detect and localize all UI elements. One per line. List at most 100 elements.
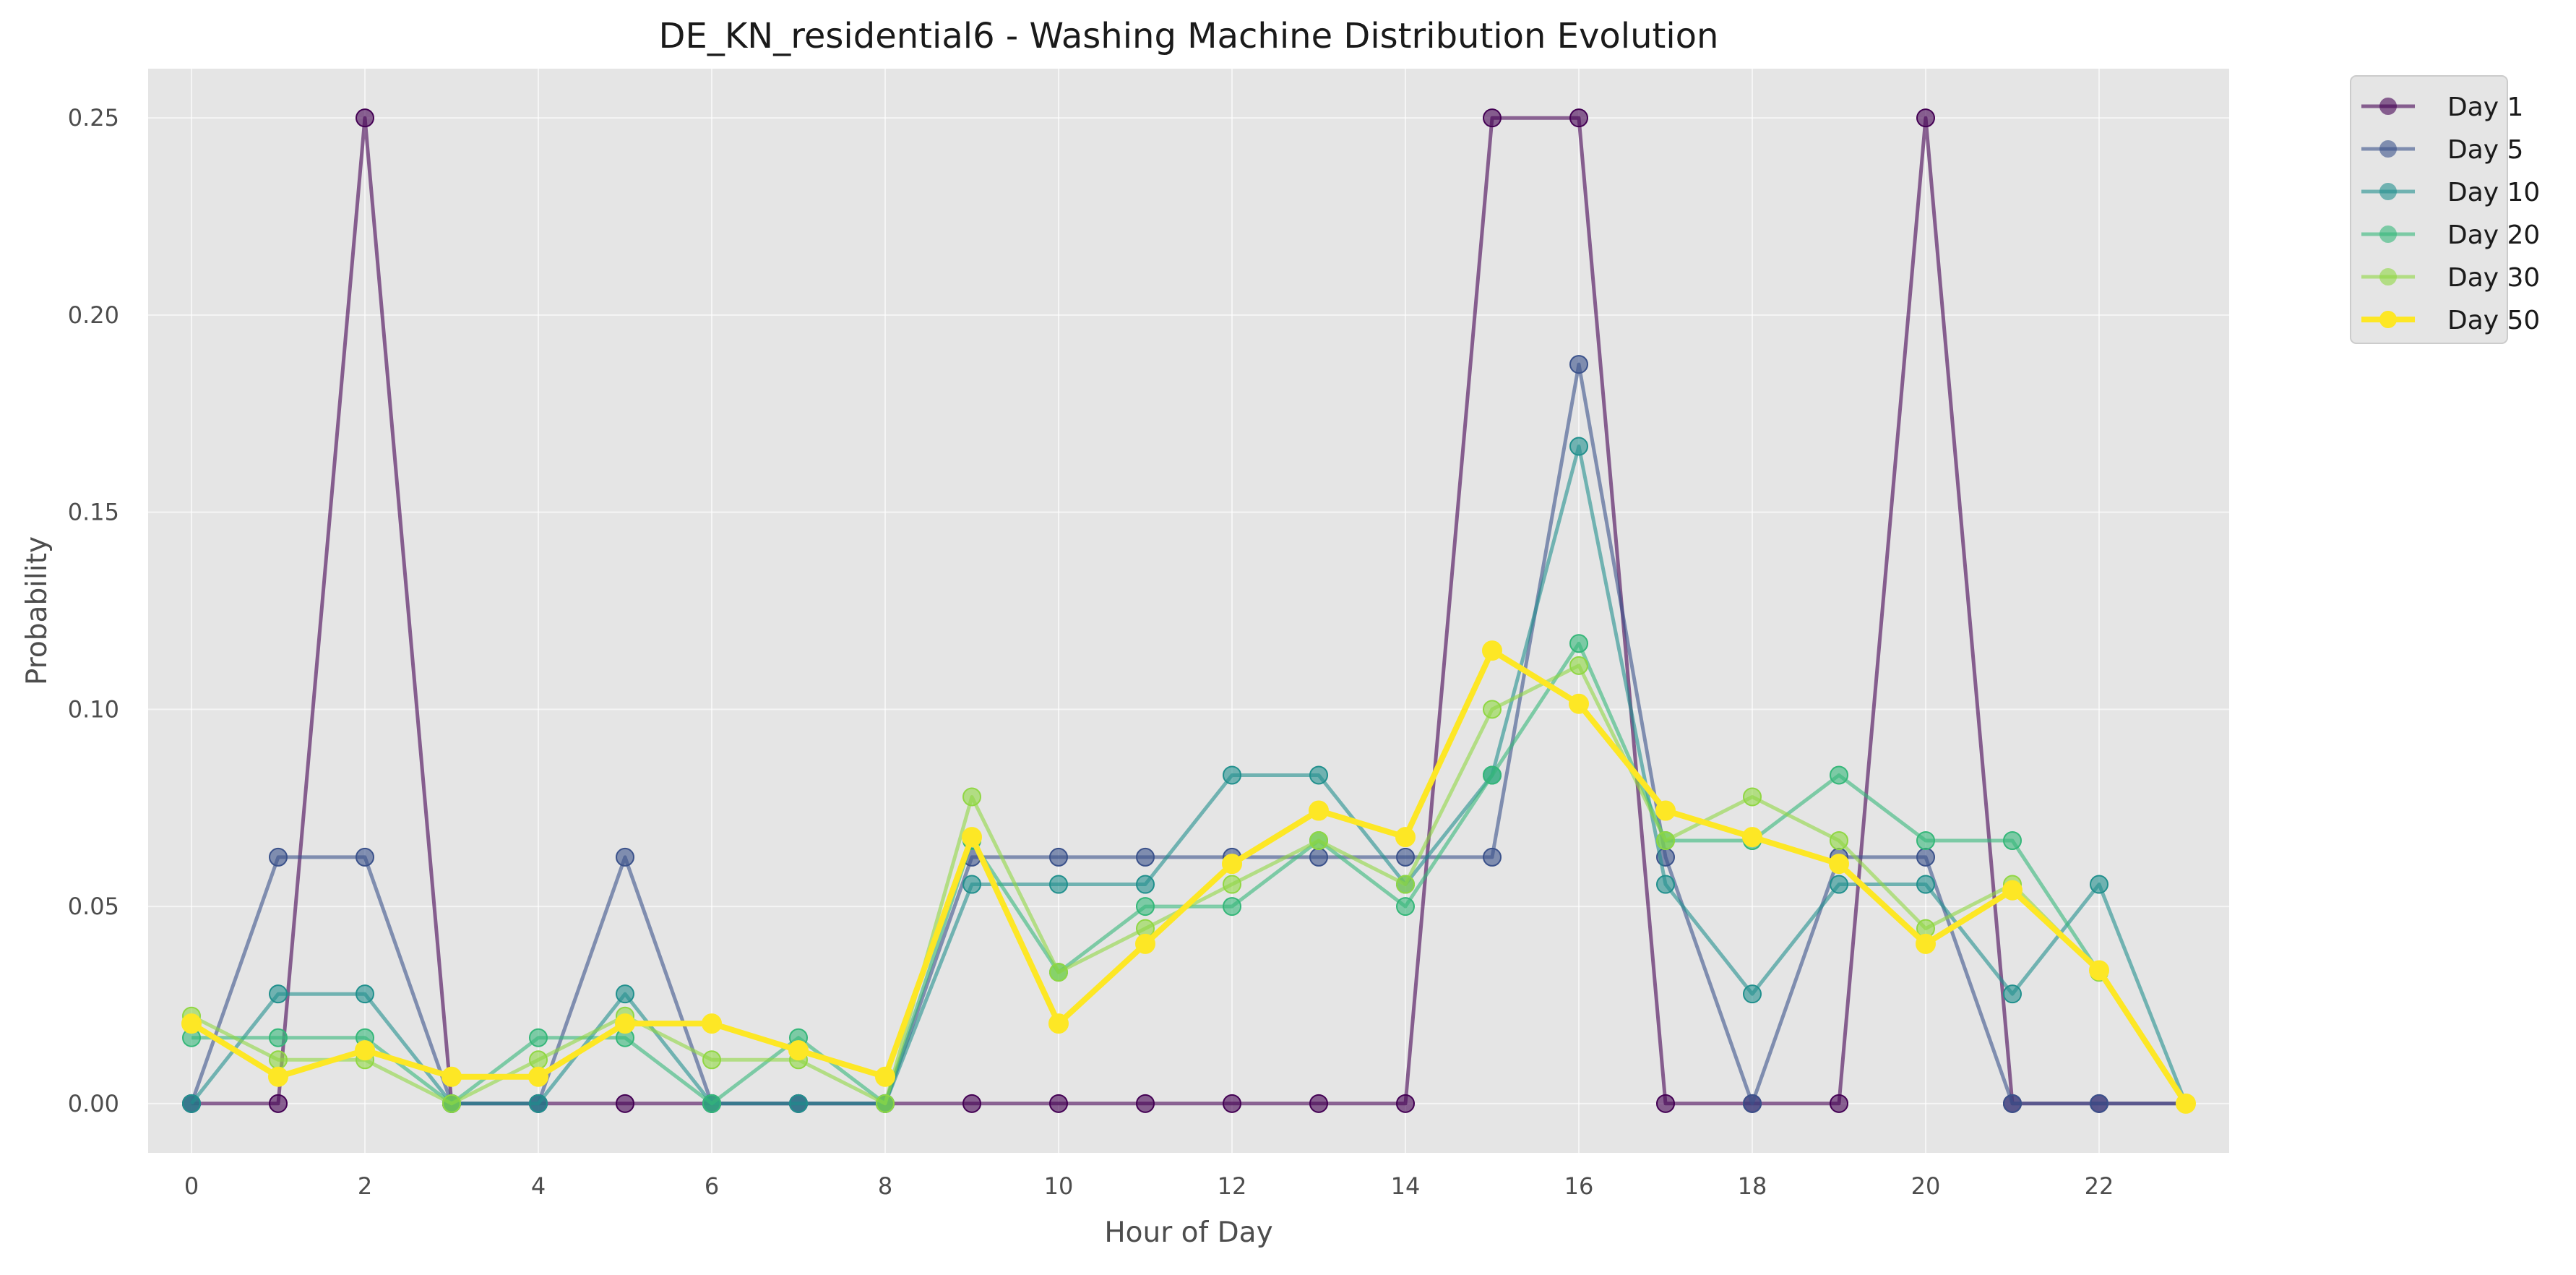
data-point bbox=[2003, 831, 2022, 850]
data-point bbox=[269, 984, 288, 1004]
series-day-50 bbox=[181, 640, 2196, 1114]
data-point bbox=[356, 108, 374, 128]
x-tick-label: 12 bbox=[1218, 1172, 1247, 1200]
data-point bbox=[2090, 1094, 2108, 1113]
legend-marker bbox=[2379, 98, 2397, 115]
x-tick-label: 22 bbox=[2085, 1172, 2114, 1200]
x-tick-label: 6 bbox=[705, 1172, 719, 1200]
y-tick-label: 0.00 bbox=[68, 1090, 119, 1117]
axis-ticks: 0 2 4 6 8 10 12 14 16 18 20 22 0.00 0.05 0.10 0.15 0.20 0… bbox=[68, 104, 2114, 1200]
data-point bbox=[1569, 693, 1589, 714]
data-point bbox=[1396, 847, 1415, 867]
data-point bbox=[616, 847, 634, 867]
data-point bbox=[441, 1066, 462, 1087]
data-point bbox=[1916, 108, 1935, 128]
data-point bbox=[1569, 437, 1588, 456]
data-point bbox=[1223, 1094, 1241, 1113]
legend-marker bbox=[2379, 311, 2397, 328]
x-tick-label: 0 bbox=[184, 1172, 199, 1200]
data-point bbox=[1482, 640, 1502, 661]
x-axis-label: Hour of Day bbox=[1104, 1216, 1272, 1249]
data-point bbox=[269, 1028, 288, 1047]
data-point bbox=[1830, 765, 1848, 785]
data-point bbox=[1309, 831, 1328, 850]
data-point bbox=[789, 1094, 808, 1113]
data-point bbox=[2002, 880, 2023, 901]
x-tick-label: 16 bbox=[1564, 1172, 1594, 1200]
x-tick-label: 14 bbox=[1391, 1172, 1421, 1200]
data-point bbox=[1049, 963, 1068, 982]
legend-marker bbox=[2379, 268, 2397, 286]
data-point bbox=[1830, 1094, 1848, 1113]
data-point bbox=[702, 1050, 721, 1070]
data-point bbox=[1136, 897, 1155, 916]
x-tick-label: 18 bbox=[1738, 1172, 1767, 1200]
data-point bbox=[2003, 984, 2022, 1004]
data-point bbox=[1830, 831, 1848, 850]
data-point bbox=[1569, 634, 1588, 653]
data-point bbox=[962, 787, 981, 807]
x-tick-label: 8 bbox=[878, 1172, 892, 1200]
data-point bbox=[2003, 1094, 2022, 1113]
data-point bbox=[1569, 108, 1588, 128]
legend-marker bbox=[2379, 183, 2397, 200]
legend-marker bbox=[2379, 226, 2397, 243]
legend-label: Day 10 bbox=[2447, 178, 2540, 207]
data-point bbox=[269, 847, 288, 867]
data-point bbox=[1569, 355, 1588, 374]
data-point bbox=[1136, 847, 1155, 867]
x-tick-label: 10 bbox=[1044, 1172, 1074, 1200]
data-point bbox=[1309, 847, 1328, 867]
data-point bbox=[1223, 875, 1241, 894]
data-point bbox=[615, 1013, 635, 1034]
data-point bbox=[1483, 847, 1502, 867]
data-point bbox=[616, 984, 634, 1004]
data-point bbox=[1135, 933, 1155, 954]
data-point bbox=[702, 1013, 722, 1034]
data-point bbox=[1830, 875, 1848, 894]
data-point bbox=[1743, 984, 1762, 1004]
data-point bbox=[875, 1066, 895, 1087]
data-point bbox=[1396, 875, 1415, 894]
data-point bbox=[1136, 875, 1155, 894]
data-point bbox=[1829, 854, 1849, 875]
data-point bbox=[962, 1094, 981, 1113]
data-point bbox=[1049, 1094, 1068, 1113]
y-tick-label: 0.15 bbox=[68, 499, 119, 526]
data-point bbox=[1049, 875, 1068, 894]
data-point bbox=[181, 1013, 202, 1034]
legend-label: Day 1 bbox=[2447, 93, 2523, 122]
data-point bbox=[1395, 827, 1416, 848]
data-point bbox=[269, 1094, 288, 1113]
data-point bbox=[356, 847, 374, 867]
data-point bbox=[529, 1094, 548, 1113]
y-tick-label: 0.05 bbox=[68, 893, 119, 920]
data-point bbox=[528, 1066, 548, 1087]
data-point bbox=[529, 1028, 548, 1047]
data-point bbox=[1309, 1094, 1328, 1113]
x-tick-label: 20 bbox=[1911, 1172, 1941, 1200]
legend-label: Day 30 bbox=[2447, 263, 2540, 293]
data-point bbox=[1049, 847, 1068, 867]
y-axis-label: Probability bbox=[21, 536, 53, 685]
data-point bbox=[1916, 933, 1936, 954]
data-point bbox=[1916, 847, 1935, 867]
data-point bbox=[355, 1040, 375, 1061]
data-point bbox=[269, 1050, 288, 1070]
legend-label: Day 20 bbox=[2447, 220, 2540, 250]
data-point bbox=[1483, 765, 1502, 785]
data-point bbox=[1916, 875, 1935, 894]
data-point bbox=[1396, 897, 1415, 916]
data-point bbox=[1483, 700, 1502, 719]
data-point bbox=[1223, 897, 1241, 916]
data-point bbox=[702, 1094, 721, 1113]
data-point bbox=[182, 1094, 201, 1113]
data-point bbox=[1309, 765, 1328, 785]
x-tick-label: 4 bbox=[531, 1172, 546, 1200]
data-point bbox=[616, 1094, 634, 1113]
chart-title: DE_KN_residential6 - Washing Machine Dis… bbox=[659, 16, 1719, 56]
data-point bbox=[788, 1040, 809, 1061]
data-point bbox=[1916, 831, 1935, 850]
data-point bbox=[2090, 875, 2108, 894]
